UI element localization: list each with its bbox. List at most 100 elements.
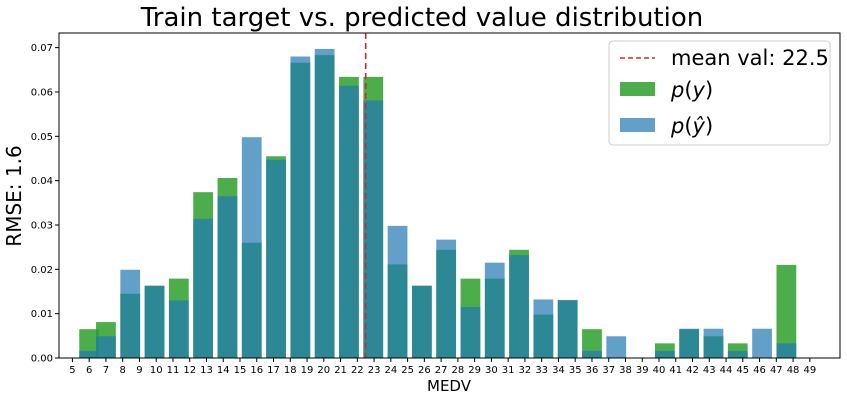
bar-pyhat-26 <box>727 350 748 358</box>
x-tick-label: 13 <box>200 365 213 376</box>
y-tick-label: 0.06 <box>31 87 53 98</box>
x-tick-label: 14 <box>217 365 230 376</box>
bar-pyhat-4 <box>168 300 189 358</box>
x-tick-label: 39 <box>636 365 649 376</box>
bar-pyhat-11 <box>339 85 359 358</box>
x-ticks-group: 5 6 7 8 9 10 11 12 13 14 15 16 17 18 19 20 21 22 23 24 25 26 2… <box>69 358 816 376</box>
x-tick-label: 48 <box>787 365 800 376</box>
bar-pyhat-18 <box>509 255 529 358</box>
y-tick-label: 0.07 <box>31 43 53 54</box>
bar-pyhat-2 <box>120 269 141 358</box>
bar-pyhat-14 <box>411 285 432 358</box>
bar-pyhat-21 <box>582 350 602 358</box>
x-tick-label: 6 <box>86 365 92 376</box>
chart-title: Train target vs. predicted value distrib… <box>140 3 703 33</box>
x-tick-label: 10 <box>150 365 163 376</box>
bar-pyhat-6 <box>217 196 238 358</box>
bar-pyhat-9 <box>290 56 311 358</box>
x-tick-label: 31 <box>502 365 515 376</box>
x-tick-label: 45 <box>736 365 749 376</box>
bar-pyhat-12 <box>363 100 384 358</box>
x-tick-label: 36 <box>586 365 599 376</box>
x-tick-label: 8 <box>120 365 126 376</box>
legend-mean-label: mean val: 22.5 <box>671 46 829 70</box>
legend-pyhat-swatch <box>620 118 655 132</box>
x-tick-label: 15 <box>234 365 247 376</box>
x-tick-label: 17 <box>267 365 280 376</box>
bar-pyhat-22 <box>606 336 627 358</box>
legend-py-label: p(y) <box>670 78 713 102</box>
bar-pyhat-3 <box>144 285 165 358</box>
x-tick-label: 49 <box>803 365 816 376</box>
x-tick-label: 19 <box>301 365 314 376</box>
legend-pyhat-label: p(ŷ) <box>670 114 713 138</box>
x-tick-label: 32 <box>519 365 532 376</box>
bar-py-0 <box>79 329 100 358</box>
x-tick-label: 40 <box>653 365 666 376</box>
x-tick-label: 33 <box>535 365 548 376</box>
x-tick-label: 29 <box>468 365 481 376</box>
bar-pyhat-27 <box>752 328 772 358</box>
bar-pyhat-15 <box>436 239 457 358</box>
y-tick-label: 0.03 <box>31 220 53 231</box>
x-tick-label: 38 <box>619 365 632 376</box>
x-tick-label: 11 <box>167 365 180 376</box>
bar-pyhat-24 <box>679 328 700 358</box>
legend-box <box>608 40 831 146</box>
x-tick-label: 7 <box>103 365 109 376</box>
bar-pyhat-16 <box>460 307 481 358</box>
bar-pyhat-10 <box>314 48 335 359</box>
x-tick-label: 16 <box>250 365 263 376</box>
x-tick-label: 9 <box>136 365 142 376</box>
axes-frame <box>58 32 841 359</box>
x-tick-label: 22 <box>351 365 364 376</box>
bar-pyhat-8 <box>266 159 286 358</box>
bar-pyhat-23 <box>654 350 675 358</box>
x-tick-label: 18 <box>284 365 297 376</box>
bar-pyhat-20 <box>557 299 578 358</box>
bar-pyhat-1 <box>96 336 116 358</box>
bar-py-21 <box>582 329 602 358</box>
x-tick-label: 47 <box>770 365 783 376</box>
bars-group <box>79 48 797 359</box>
y-ticks-group: 0.00 0.01 0.02 0.03 0.04 0.05 0.06 0.07 <box>31 43 59 365</box>
x-tick-label: 44 <box>720 365 733 376</box>
bar-pyhat-19 <box>533 299 554 358</box>
x-tick-label: 21 <box>334 365 347 376</box>
x-tick-label: 28 <box>452 365 465 376</box>
x-tick-label: 30 <box>485 365 498 376</box>
x-axis-label: MEDV <box>427 377 472 395</box>
legend: mean val: 22.5 p(y) p(ŷ) <box>608 40 831 146</box>
x-tick-label: 20 <box>317 365 330 376</box>
x-tick-label: 26 <box>418 365 431 376</box>
x-tick-label: 23 <box>368 365 381 376</box>
x-tick-label: 24 <box>384 365 397 376</box>
bar-pyhat-25 <box>703 328 724 358</box>
bar-pyhat-28 <box>776 343 797 358</box>
bar-pyhat-17 <box>484 262 505 358</box>
bar-pyhat-13 <box>387 225 408 358</box>
bar-pyhat-5 <box>193 218 214 358</box>
x-tick-label: 35 <box>569 365 582 376</box>
y-axis-label: RMSE: 1.6 <box>2 145 26 246</box>
x-tick-label: 5 <box>69 365 75 376</box>
x-tick-label: 42 <box>686 365 699 376</box>
axes-group <box>58 32 841 359</box>
x-tick-label: 37 <box>602 365 615 376</box>
x-tick-label: 25 <box>401 365 414 376</box>
y-tick-label: 0.00 <box>31 354 53 365</box>
x-tick-label: 43 <box>703 365 716 376</box>
x-tick-label: 46 <box>753 365 766 376</box>
x-tick-label: 12 <box>183 365 196 376</box>
y-tick-label: 0.05 <box>31 132 53 143</box>
legend-py-swatch <box>620 82 655 96</box>
x-tick-label: 27 <box>435 365 448 376</box>
x-tick-label: 34 <box>552 365 565 376</box>
y-tick-label: 0.01 <box>31 309 53 320</box>
y-tick-label: 0.04 <box>31 176 53 187</box>
x-tick-label: 41 <box>669 365 682 376</box>
bar-pyhat-7 <box>241 137 262 358</box>
bar-py-28 <box>776 264 797 358</box>
y-tick-label: 0.02 <box>31 265 53 276</box>
